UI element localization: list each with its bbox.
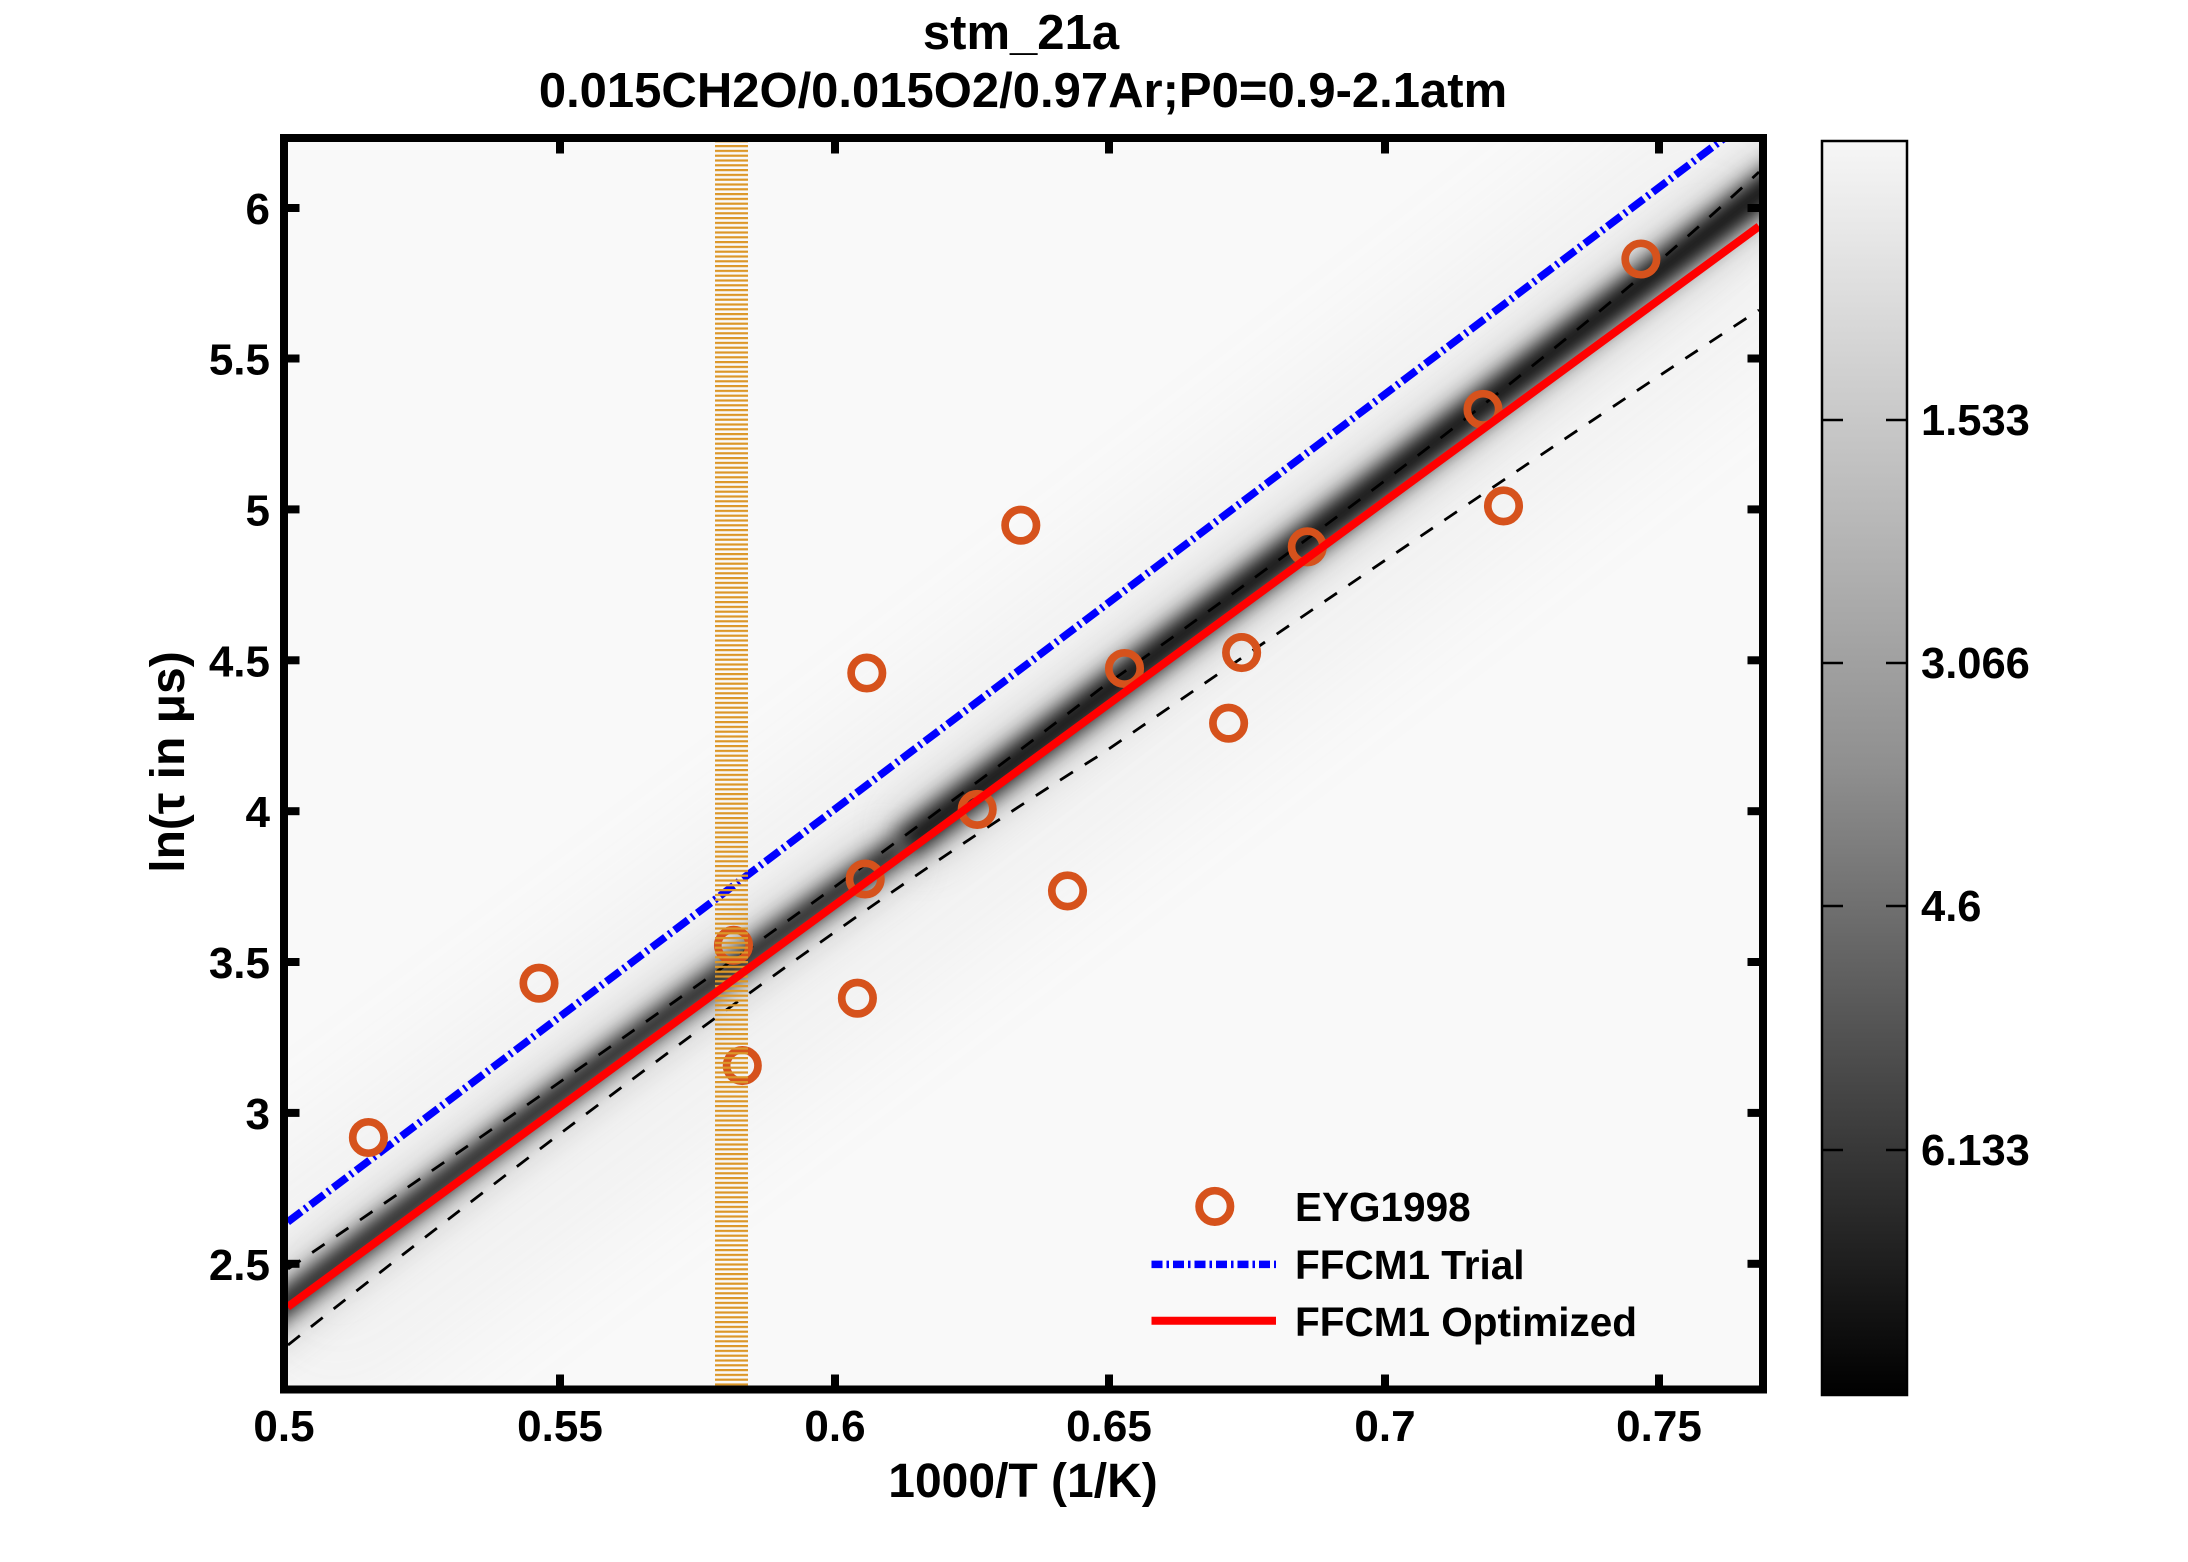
svg-text:0.7: 0.7 bbox=[1354, 1402, 1415, 1451]
svg-text:FFCM1 Trial: FFCM1 Trial bbox=[1295, 1242, 1525, 1288]
svg-text:0.65: 0.65 bbox=[1066, 1402, 1152, 1451]
svg-text:2.5: 2.5 bbox=[209, 1241, 270, 1290]
svg-text:4: 4 bbox=[246, 788, 271, 837]
svg-text:4.5: 4.5 bbox=[209, 637, 270, 686]
svg-text:1000/T (1/K): 1000/T (1/K) bbox=[888, 1455, 1157, 1508]
svg-text:6.133: 6.133 bbox=[1921, 1127, 2030, 1175]
svg-text:EYG1998: EYG1998 bbox=[1295, 1184, 1471, 1230]
svg-text:0.55: 0.55 bbox=[517, 1402, 603, 1451]
svg-text:0.75: 0.75 bbox=[1616, 1402, 1702, 1451]
svg-text:3.5: 3.5 bbox=[209, 939, 270, 988]
svg-text:5: 5 bbox=[246, 486, 270, 535]
svg-text:6: 6 bbox=[246, 185, 270, 234]
svg-text:3.066: 3.066 bbox=[1921, 640, 2030, 688]
svg-text:0.6: 0.6 bbox=[804, 1402, 865, 1451]
svg-text:0.5: 0.5 bbox=[253, 1402, 314, 1451]
svg-text:FFCM1 Optimized: FFCM1 Optimized bbox=[1295, 1299, 1637, 1345]
svg-text:stm_21a: stm_21a bbox=[923, 6, 1120, 60]
svg-text:0.015CH2O/0.015O2/0.97Ar;P0=0.: 0.015CH2O/0.015O2/0.97Ar;P0=0.9-2.1atm bbox=[539, 64, 1507, 118]
svg-text:3: 3 bbox=[246, 1090, 270, 1139]
svg-text:ln(τ in μs): ln(τ in μs) bbox=[142, 651, 195, 872]
svg-text:1.533: 1.533 bbox=[1921, 397, 2030, 445]
svg-text:5.5: 5.5 bbox=[209, 336, 270, 385]
svg-text:4.6: 4.6 bbox=[1921, 883, 1981, 931]
